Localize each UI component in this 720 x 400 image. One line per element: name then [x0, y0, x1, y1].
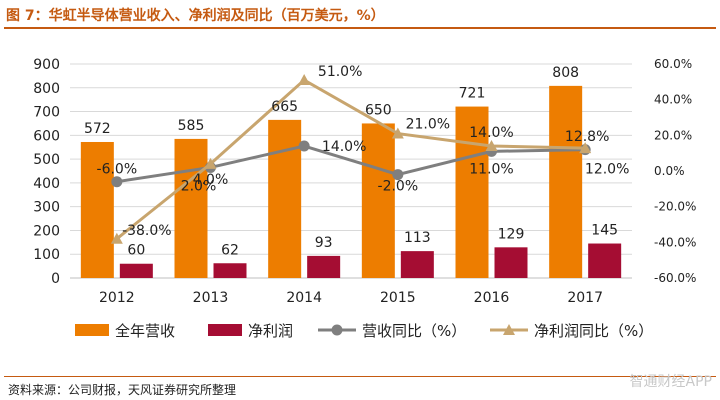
footer-rule: [4, 376, 716, 377]
revenue-yoy-line: [116, 144, 586, 184]
legend-revenue-yoy-swatch-marker: [331, 324, 343, 336]
revenue-yoy-marker: [111, 176, 123, 188]
profit-yoy-data-label: 51.0%: [318, 64, 362, 80]
left-axis-tick-label: 900: [33, 57, 60, 73]
net-profit-bar: [400, 251, 434, 278]
net-profit-data-label: 62: [221, 242, 239, 258]
net-profit-data-label: 129: [498, 226, 525, 242]
left-axis-tick-label: 100: [33, 247, 60, 263]
legend-profit-yoy-swatch-marker: [503, 324, 515, 335]
chart-legend: 全年营收 净利润 营收同比（%） 净利润同比（%）: [75, 322, 653, 340]
right-axis-tick-label: 60.0%: [654, 57, 692, 71]
revenue-yoy-marker: [298, 140, 310, 152]
x-axis-tick-label: 2013: [193, 290, 229, 306]
profit-yoy-marker: [579, 142, 592, 154]
legend-profit-yoy-label: 净利润同比（%）: [534, 322, 653, 340]
revenue-profit-chart: 0 100 200 300 400 500 600 700 800 900 -60.0% -40.0…: [33, 57, 696, 340]
profit-yoy-line: [115, 78, 586, 240]
revenue-yoy-data-label: 12.0%: [585, 162, 629, 178]
left-axis-tick-label: 300: [33, 200, 60, 216]
title-rule: [4, 27, 716, 29]
legend-revenue-label: 全年营收: [115, 322, 175, 340]
left-axis-tick-label: 400: [33, 176, 60, 192]
x-axis-tick-label: 2016: [474, 290, 510, 306]
left-axis-tick-label: 700: [33, 105, 60, 121]
legend-net-profit-label: 净利润: [248, 322, 293, 340]
left-axis-tick-label: 800: [33, 81, 60, 97]
chart-title: 图 7：华虹半导体营业收入、净利润及同比（百万美元，%）: [6, 8, 385, 24]
revenue-bar: [268, 119, 302, 278]
revenue-yoy-data-label: 14.0%: [322, 139, 366, 155]
revenue-data-label: 808: [552, 65, 579, 81]
revenue-bar: [80, 141, 114, 278]
net-profit-data-label: 145: [591, 223, 618, 239]
x-axis-tick-label: 2014: [286, 290, 322, 306]
left-axis-tick-label: 0: [51, 271, 60, 287]
right-axis-tick-label: 0.0%: [654, 164, 685, 178]
net-profit-bar: [119, 263, 153, 278]
revenue-data-label: 665: [271, 99, 298, 115]
net-profit-data-label: 113: [404, 230, 431, 246]
revenue-yoy-data-label: -6.0%: [97, 162, 138, 178]
x-axis-tick-label: 2017: [567, 290, 603, 306]
profit-yoy-marker: [485, 140, 498, 152]
right-axis-tick-label: -40.0%: [654, 235, 696, 249]
left-axis-tick-label: 200: [33, 223, 60, 239]
revenue-bar: [361, 123, 395, 278]
right-axis-tick-label: 20.0%: [654, 128, 692, 142]
net-profit-bar: [213, 263, 247, 278]
legend-revenue-swatch: [75, 324, 109, 336]
revenue-data-label: 650: [365, 102, 392, 118]
legend-net-profit-swatch: [208, 324, 242, 336]
profit-yoy-data-label: 12.8%: [565, 129, 609, 145]
right-axis-tick-label: -60.0%: [654, 271, 696, 285]
revenue-bar: [549, 85, 583, 279]
profit-yoy-marker: [298, 74, 311, 86]
legend-revenue-yoy-label: 营收同比（%）: [362, 322, 466, 340]
profit-yoy-data-label: -38.0%: [122, 223, 172, 239]
revenue-yoy-marker: [392, 169, 404, 181]
x-axis-tick-label: 2015: [380, 290, 416, 306]
watermark: 智通财经APP: [629, 374, 712, 390]
net-profit-bar: [307, 255, 341, 278]
revenue-data-label: 585: [178, 118, 205, 134]
revenue-data-label: 572: [84, 121, 111, 137]
source-note: 资料来源：公司财报，天风证券研究所整理: [8, 383, 237, 397]
revenue-data-label: 721: [459, 86, 486, 102]
revenue-bar: [174, 138, 208, 278]
revenue-yoy-data-label: -2.0%: [378, 179, 419, 195]
right-axis-tick-label: -20.0%: [654, 200, 696, 214]
revenue-bar: [455, 106, 489, 278]
revenue-yoy-data-label: 11.0%: [469, 161, 513, 177]
profit-yoy-marker: [391, 127, 404, 139]
x-axis-tick-label: 2012: [99, 290, 135, 306]
profit-yoy-marker: [204, 157, 217, 169]
revenue-yoy-data-label: 2.0%: [181, 178, 217, 194]
profit-yoy-marker: [110, 232, 123, 244]
net-profit-bar: [588, 243, 622, 278]
net-profit-data-label: 60: [127, 243, 145, 259]
left-axis-tick-label: 500: [33, 152, 60, 168]
profit-yoy-data-label: 14.0%: [469, 125, 513, 141]
profit-yoy-data-label: 21.0%: [406, 117, 450, 133]
net-profit-data-label: 93: [315, 235, 333, 251]
left-axis-tick-label: 600: [33, 128, 60, 144]
right-axis-tick-label: 40.0%: [654, 93, 692, 107]
net-profit-bar: [494, 247, 528, 278]
profit-yoy-data-label: 4.0%: [193, 172, 229, 188]
